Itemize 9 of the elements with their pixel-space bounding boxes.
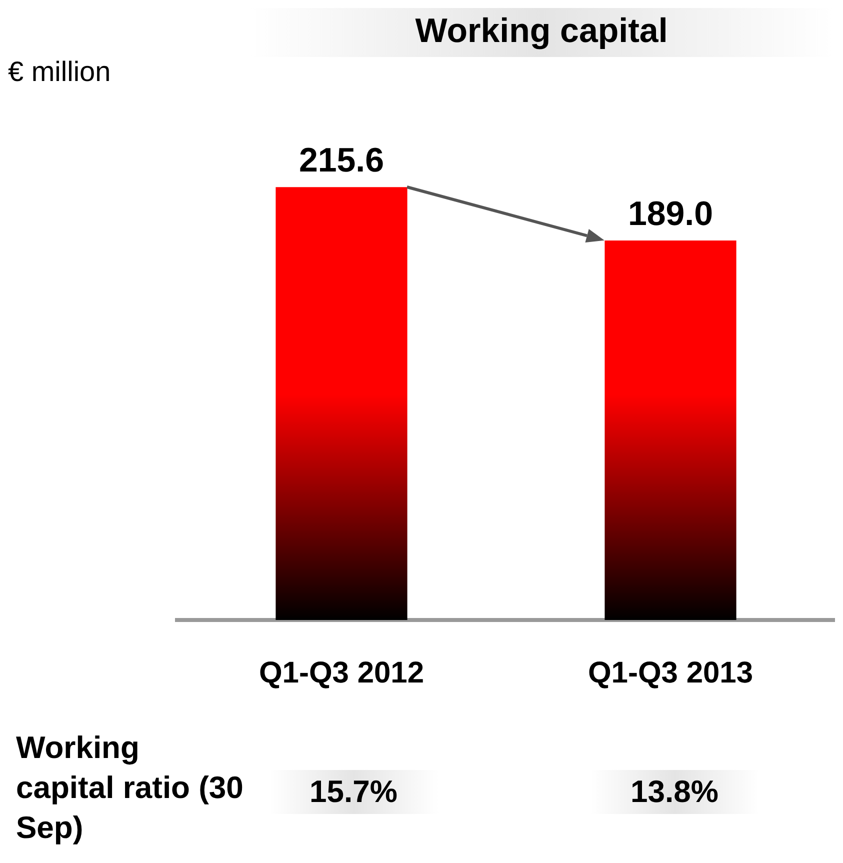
x-tick-label: Q1-Q3 2012 [258,656,424,690]
data-label: 215.6 [298,141,384,180]
chart-title: Working capital [248,8,835,57]
y-axis-title: € million [8,56,112,88]
x-tick-label: Q1-Q3 2013 [588,656,754,690]
text: 15.7% [268,770,438,814]
text: Working capital ratio (30 Sep) [16,729,244,847]
data-label: 189.0 [628,194,714,233]
text: 13.8% [590,770,760,814]
